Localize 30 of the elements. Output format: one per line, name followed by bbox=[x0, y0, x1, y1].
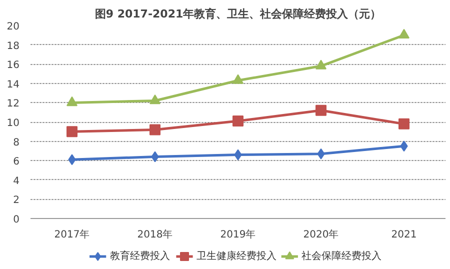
legend-label: 卫生健康经费投入 bbox=[196, 250, 276, 262]
y-tick-label: 0 bbox=[13, 214, 20, 226]
point bbox=[398, 118, 410, 130]
y-tick-label: 14 bbox=[6, 79, 20, 90]
y-tick-label: 12 bbox=[6, 98, 20, 110]
point bbox=[150, 94, 160, 104]
chart-title: 图9 2017-2021年教育、卫生、社会保障经费投入（元） bbox=[94, 8, 382, 20]
y-tick-label: 20 bbox=[6, 22, 20, 32]
y-tick-label: 8 bbox=[13, 137, 20, 148]
y-tick-label: 16 bbox=[6, 60, 20, 72]
point bbox=[316, 60, 326, 70]
y-tick-label: 4 bbox=[13, 176, 20, 187]
y-tick-label: 10 bbox=[6, 118, 20, 129]
y-tick-label: 2 bbox=[13, 195, 20, 206]
x-tick-label: 2019年 bbox=[220, 228, 256, 240]
x-tick-label: 2017年 bbox=[54, 228, 90, 240]
point bbox=[66, 126, 78, 138]
point bbox=[150, 124, 160, 136]
x-tick-label: 2021 bbox=[391, 230, 417, 240]
y-tick-label: 18 bbox=[6, 40, 20, 52]
point bbox=[232, 74, 244, 84]
x-tick-label: 2020年 bbox=[303, 228, 339, 240]
legend-label: 教育经费投入 bbox=[110, 250, 170, 262]
x-tick-label: 2018年 bbox=[137, 228, 173, 240]
point bbox=[398, 28, 410, 39]
legend-label: 社会保障经费投入 bbox=[302, 250, 382, 262]
y-tick-label: 6 bbox=[13, 156, 20, 168]
point bbox=[316, 104, 326, 116]
point bbox=[232, 116, 244, 127]
point bbox=[66, 96, 78, 106]
